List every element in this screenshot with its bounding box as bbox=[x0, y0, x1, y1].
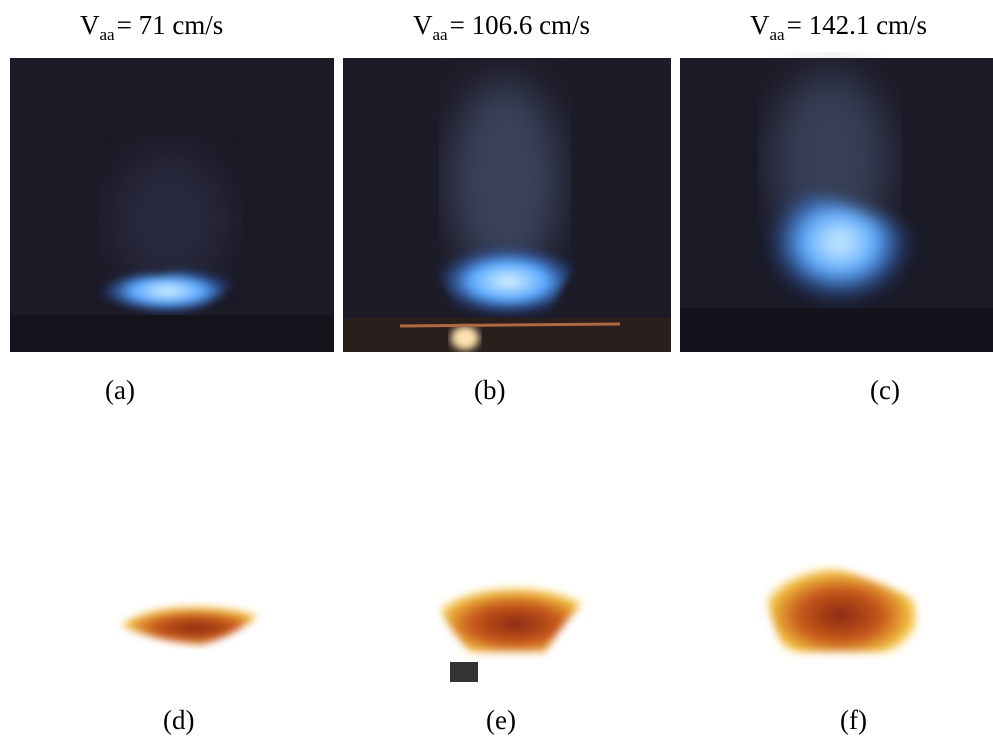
velocity-label: Vaa= 142.1 cm/s bbox=[750, 10, 927, 44]
panel-label: (f) bbox=[840, 705, 867, 735]
panel-label: (c) bbox=[870, 375, 900, 405]
flame-image bbox=[764, 560, 917, 652]
artifact bbox=[450, 662, 478, 682]
panel-label: (a) bbox=[105, 375, 135, 405]
velocity-label: Vaa= 71 cm/s bbox=[80, 10, 223, 44]
panel-label: (b) bbox=[474, 375, 505, 405]
flame-image bbox=[120, 603, 270, 646]
flame-photo bbox=[343, 58, 671, 352]
flame-photo bbox=[10, 58, 334, 352]
panel-label: (e) bbox=[486, 705, 516, 735]
flame-photo bbox=[680, 58, 993, 352]
panel-label: (d) bbox=[163, 705, 194, 735]
flame-image bbox=[435, 582, 595, 652]
velocity-label: Vaa= 106.6 cm/s bbox=[413, 10, 590, 44]
figure: Vaa= 71 cm/s Vaa= 106.6 cm/s Vaa= 142.1 … bbox=[0, 0, 993, 742]
